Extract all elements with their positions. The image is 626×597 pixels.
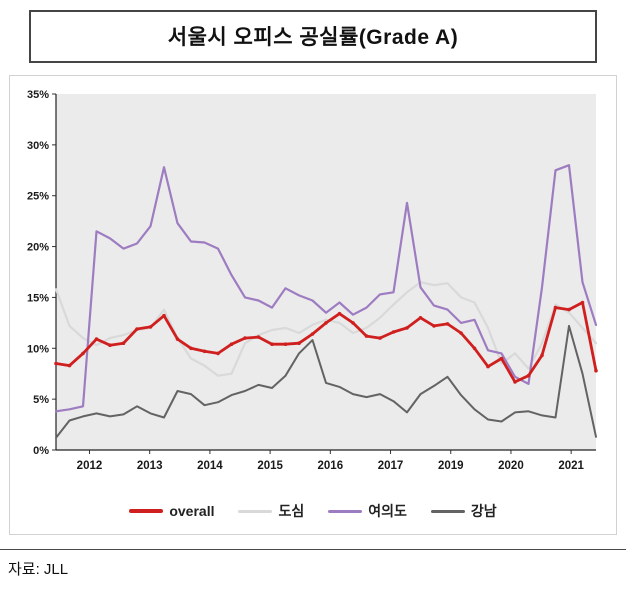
chart-title-box: 서울시 오피스 공실률(Grade A) — [29, 10, 597, 63]
series-marker-overall — [526, 373, 531, 378]
series-marker-overall — [378, 336, 382, 340]
legend-swatch-yeouido — [328, 509, 363, 513]
series-marker-overall — [486, 364, 490, 369]
series-marker-overall — [337, 311, 342, 316]
plot-area — [56, 94, 596, 450]
series-marker-overall — [121, 341, 126, 346]
series-marker-overall — [162, 313, 166, 318]
chart-legend: overall 도심 여의도 강남 — [10, 498, 616, 524]
y-tick-label: 15% — [27, 292, 49, 304]
series-marker-overall — [594, 368, 598, 373]
page: 서울시 오피스 공실률(Grade A) 0% 5% 10% 15% 20% 25% 30%… — [0, 10, 626, 579]
series-marker-overall — [432, 324, 436, 328]
legend-label-yeouido: 여의도 — [368, 503, 407, 519]
series-marker-overall — [229, 342, 234, 347]
series-marker-overall — [175, 337, 180, 341]
series-marker-overall — [67, 363, 72, 368]
series-marker-overall — [324, 321, 328, 325]
x-tick-label: 2017 — [378, 460, 404, 472]
vacancy-rate-line-chart: 0% 5% 10% 15% 20% 25% 30% 35% 2012 2013 2014 2015 20… — [27, 89, 598, 472]
legend-item-overall: overall — [129, 503, 214, 519]
y-tick-label: 25% — [27, 191, 49, 203]
series-marker-overall — [513, 380, 517, 384]
series-marker-overall — [580, 300, 585, 305]
chart-panel: 0% 5% 10% 15% 20% 25% 30% 35% 2012 2013 2014 2015 20… — [9, 75, 617, 535]
legend-item-gangnam: 강남 — [430, 501, 497, 521]
series-marker-overall — [351, 321, 355, 325]
y-tick-label: 35% — [27, 89, 49, 101]
y-tick-label: 10% — [27, 343, 49, 355]
legend-label-gangnam: 강남 — [470, 503, 497, 519]
legend-label-cbd: 도심 — [278, 503, 305, 519]
series-marker-overall — [189, 346, 193, 351]
legend-item-yeouido: 여의도 — [328, 501, 407, 521]
series-marker-overall — [135, 327, 139, 331]
series-marker-overall — [216, 351, 220, 356]
series-marker-overall — [283, 342, 288, 347]
y-tick-label: 5% — [33, 394, 49, 406]
y-tick-label: 20% — [27, 242, 49, 254]
series-marker-overall — [472, 346, 477, 351]
series-marker-overall — [391, 330, 396, 334]
legend-item-cbd: 도심 — [238, 501, 304, 521]
series-marker-overall — [81, 351, 85, 356]
series-marker-overall — [202, 349, 207, 354]
source-footer: 자료: JLL — [0, 549, 626, 579]
chart-title: 서울시 오피스 공실률(Grade A) — [167, 26, 459, 49]
x-tick-label: 2013 — [137, 460, 163, 472]
series-marker-overall — [553, 305, 558, 310]
series-marker-overall — [148, 325, 153, 329]
series-marker-overall — [567, 307, 571, 312]
series-marker-overall — [418, 316, 423, 320]
x-tick-label: 2020 — [498, 460, 524, 472]
series-marker-overall — [499, 356, 504, 361]
series-marker-overall — [270, 342, 274, 347]
legend-swatch-overall — [129, 509, 164, 513]
series-line-3 — [55, 324, 597, 439]
x-tick-label: 2019 — [438, 460, 464, 472]
x-tick-label: 2014 — [197, 460, 223, 472]
y-tick-label: 30% — [27, 140, 49, 152]
x-tick-label: 2012 — [77, 460, 103, 472]
series-marker-overall — [108, 343, 112, 348]
x-tick-label: 2016 — [318, 460, 344, 472]
series-marker-overall — [540, 353, 544, 358]
series-marker-overall — [94, 337, 99, 341]
series-marker-overall — [297, 341, 301, 346]
series-marker-overall — [256, 335, 261, 339]
legend-label-overall: overall — [169, 503, 215, 519]
series-marker-overall — [310, 332, 315, 336]
series-marker-overall — [243, 336, 247, 340]
legend-swatch-gangnam — [430, 509, 465, 513]
x-tick-label: 2021 — [558, 460, 584, 472]
series-line-2 — [54, 164, 598, 413]
source-text: 자료: JLL — [8, 561, 69, 578]
legend-swatch-cbd — [238, 509, 273, 513]
series-marker-overall — [405, 326, 409, 330]
series-marker-overall — [54, 361, 58, 366]
y-tick-label: 0% — [33, 445, 49, 457]
x-tick-label: 2015 — [257, 460, 283, 472]
series-marker-overall — [459, 331, 463, 335]
series-marker-overall — [364, 334, 369, 338]
series-marker-overall — [445, 322, 450, 326]
